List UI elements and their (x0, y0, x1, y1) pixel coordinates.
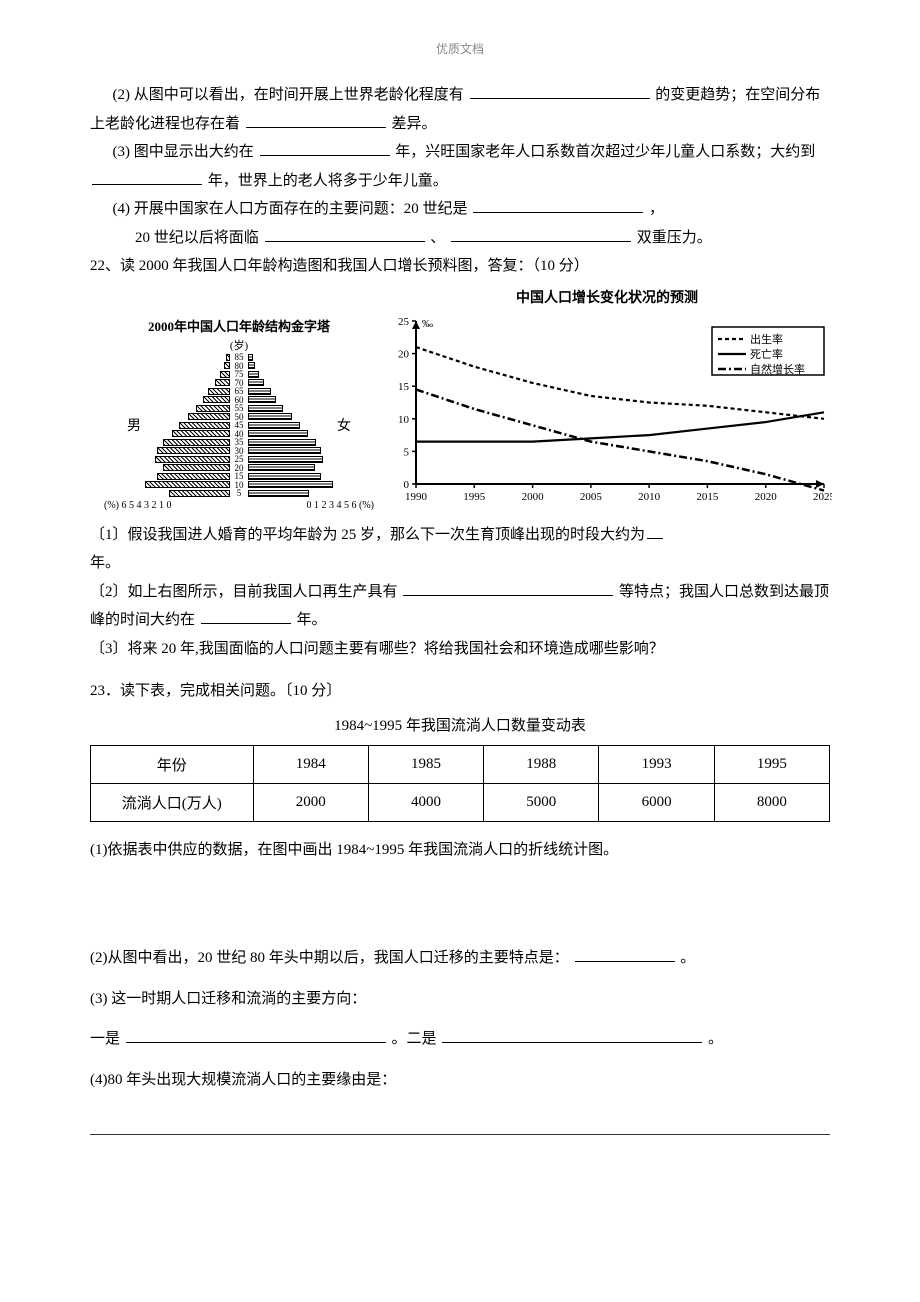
pyramid-age-axis: 858075706560555045403530252015105 (230, 353, 248, 498)
text: 、 (430, 230, 445, 246)
text: 年。 (90, 555, 120, 571)
svg-text:2005: 2005 (580, 491, 603, 503)
q21-part4b: 20 世纪以后将面临 、 双重压力。 (90, 224, 830, 253)
pyramid-unit: (岁) (104, 337, 374, 353)
svg-text:5: 5 (404, 446, 410, 458)
blank[interactable] (451, 227, 631, 241)
svg-text:10: 10 (398, 413, 410, 425)
drawing-area[interactable] (90, 864, 830, 944)
text: 年。 (297, 612, 327, 628)
pyramid-axis-left: (%) 6 5 4 3 2 1 0 (104, 500, 172, 511)
q21-part2: (2) 从图中可以看出，在时间开展上世界老龄化程度有 的变更趋势；在空间分布上老… (90, 81, 830, 138)
q22-sub2: 〔2〕如上右图所示，目前我国人口再生产具有 等特点；我国人口总数到达最顶峰的时间… (90, 578, 830, 635)
text: (3) 图中显示出大约在 (113, 144, 254, 160)
table-cell: 流淌人口(万人) (91, 783, 254, 821)
q21-part3: (3) 图中显示出大约在 年，兴旺国家老年人口系数首次超过少年儿童人口系数；大约… (90, 138, 830, 195)
table-cell: 2000 (253, 783, 368, 821)
text: 双重压力。 (637, 230, 712, 246)
text: 差异。 (392, 116, 437, 132)
blank[interactable] (647, 524, 663, 538)
pyramid-figure: 2000年中国人口年龄结构金字塔 (岁) 男 85807570656055504… (90, 316, 374, 511)
table-cell: 4000 (368, 783, 483, 821)
blank[interactable] (246, 113, 386, 127)
header-label: 优质文档 (90, 40, 830, 57)
answer-line[interactable] (90, 1116, 830, 1135)
document-page: 优质文档 (2) 从图中可以看出，在时间开展上世界老龄化程度有 的变更趋势；在空… (0, 0, 920, 1302)
pyramid-left-bars (145, 353, 230, 498)
svg-text:1995: 1995 (463, 491, 486, 503)
svg-text:出生率: 出生率 (750, 332, 783, 346)
text: 。 (708, 1031, 723, 1047)
pyramid-title: 2000年中国人口年龄结构金字塔 (104, 316, 374, 335)
pyramid-axis-right: 0 1 2 3 4 5 6 (%) (307, 500, 375, 511)
table-row: 年份19841985198819931995 (91, 745, 830, 783)
figure-row: 2000年中国人口年龄结构金字塔 (岁) 男 85807570656055504… (90, 287, 830, 511)
svg-text:20: 20 (398, 348, 410, 360)
table-cell: 8000 (714, 783, 829, 821)
svg-text:25: 25 (398, 316, 410, 328)
q23-p3-lines: 一是 。二是 。 (90, 1025, 830, 1054)
blank[interactable] (442, 1029, 702, 1043)
svg-text:2000: 2000 (522, 491, 545, 503)
svg-text:2025: 2025 (813, 491, 832, 503)
q23-p1: (1)依据表中供应的数据，在图中画出 1984~1995 年我国流淌人口的折线统… (90, 836, 830, 865)
svg-text:0: 0 (404, 479, 410, 491)
text: 。二是 (392, 1031, 437, 1047)
svg-text:自然增长率: 自然增长率 (750, 362, 805, 376)
table-header-cell: 1988 (484, 745, 599, 783)
svg-text:2010: 2010 (638, 491, 661, 503)
q22-prompt: 22、读 2000 年我国人口年龄构造图和我国人口增长预料图，答复：（10 分） (90, 252, 830, 281)
blank[interactable] (470, 85, 650, 99)
table-header-cell: 1995 (714, 745, 829, 783)
table-cell: 6000 (599, 783, 714, 821)
table-cell: 5000 (484, 783, 599, 821)
blank[interactable] (201, 610, 291, 624)
svg-text:‰: ‰ (422, 318, 433, 330)
text: (2) 从图中可以看出，在时间开展上世界老龄化程度有 (113, 87, 464, 103)
text: 20 世纪以后将面临 (135, 230, 259, 246)
q22-sub3: 〔3〕将来 20 年,我国面临的人口问题主要有哪些？将给我国社会和环境造成哪些影… (90, 635, 830, 664)
text: (2)从图中看出，20 世纪 80 年头中期以后，我国人口迁移的主要特点是： (90, 950, 569, 966)
blank[interactable] (92, 170, 202, 184)
table-header-cell: 1985 (368, 745, 483, 783)
blank[interactable] (260, 142, 390, 156)
blank[interactable] (126, 1029, 386, 1043)
text: 〔1〕假设我国进人婚育的平均年龄为 25 岁，那么下一次生育顶峰出现的时段大约为 (90, 527, 645, 543)
line-chart-figure: 中国人口增长变化状况的预测 ‰0510152025199019952000200… (382, 287, 832, 511)
q23-p2: (2)从图中看出，20 世纪 80 年头中期以后，我国人口迁移的主要特点是： 。 (90, 944, 830, 973)
blank[interactable] (403, 581, 613, 595)
svg-text:2020: 2020 (755, 491, 778, 503)
table-header-cell: 1984 (253, 745, 368, 783)
q23-p3: (3) 这一时期人口迁移和流淌的主要方向： (90, 985, 830, 1014)
q22-sub1: 〔1〕假设我国进人婚育的平均年龄为 25 岁，那么下一次生育顶峰出现的时段大约为… (90, 521, 830, 578)
table-header-cell: 1993 (599, 745, 714, 783)
text: ， (649, 201, 664, 217)
text: 〔2〕如上右图所示，目前我国人口再生产具有 (90, 584, 398, 600)
text: 一是 (90, 1031, 120, 1047)
table-header-cell: 年份 (91, 745, 254, 783)
svg-text:1990: 1990 (405, 491, 428, 503)
svg-text:死亡率: 死亡率 (750, 347, 783, 361)
text: 年，兴旺国家老年人口系数首次超过少年儿童人口系数；大约到 (395, 144, 815, 160)
line-chart-svg: ‰051015202519901995200020052010201520202… (382, 311, 832, 506)
q23-prompt: 23．读下表，完成相关问题。〔10 分〕 (90, 677, 830, 706)
table-row: 流淌人口(万人)20004000500060008000 (91, 783, 830, 821)
svg-text:15: 15 (398, 381, 410, 393)
text: 。 (680, 950, 695, 966)
migration-table: 年份19841985198819931995 流淌人口(万人)200040005… (90, 745, 830, 822)
q21-part4: (4) 开展中国家在人口方面存在的主要问题：20 世纪是 ， (90, 195, 830, 224)
blank[interactable] (473, 199, 643, 213)
line-chart-title: 中国人口增长变化状况的预测 (382, 287, 832, 307)
q23-p4: (4)80 年头出现大规模流淌人口的主要缘由是： (90, 1066, 830, 1095)
blank[interactable] (265, 227, 425, 241)
text: (4) 开展中国家在人口方面存在的主要问题：20 世纪是 (113, 201, 468, 217)
svg-text:2015: 2015 (696, 491, 719, 503)
male-label: 男 (123, 415, 145, 435)
blank[interactable] (575, 948, 675, 962)
text: 年，世界上的老人将多于少年儿童。 (208, 173, 448, 189)
pyramid-right-bars (248, 353, 333, 498)
table-title: 1984~1995 年我国流淌人口数量变动表 (90, 714, 830, 735)
female-label: 女 (333, 415, 355, 435)
